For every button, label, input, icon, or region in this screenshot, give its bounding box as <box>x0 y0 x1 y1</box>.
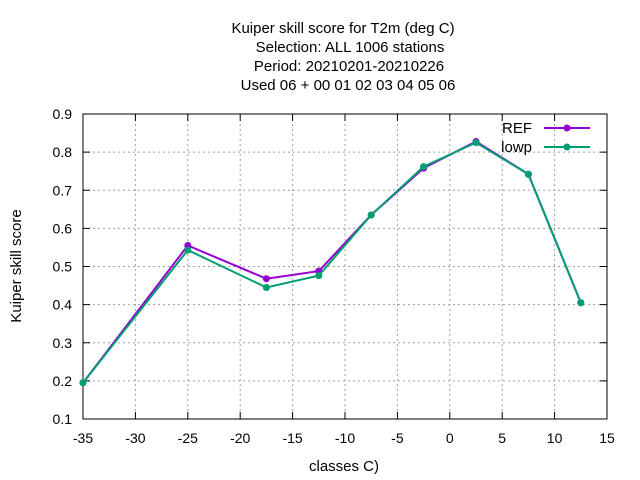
x-tick-labels: -35 -30 -25 -20 -15 -10 -5 0 5 10 15 <box>73 430 615 446</box>
y-tick-label: 0.5 <box>53 259 73 275</box>
title-line-4: Used 06 + 00 01 02 03 04 05 06 <box>241 77 456 94</box>
data-point-lowp <box>367 211 375 219</box>
series-group <box>79 137 585 387</box>
x-tick-label: -15 <box>282 430 302 446</box>
x-tick-label: 5 <box>498 430 506 446</box>
plot-frame <box>82 113 608 420</box>
x-tick-label: 15 <box>599 430 615 446</box>
data-point-lowp <box>79 379 87 387</box>
y-tick-label: 0.1 <box>53 411 73 427</box>
data-point-ref <box>262 275 270 283</box>
title-line-1: Kuiper skill score for T2m (deg C) <box>231 20 454 37</box>
x-tick-label: -35 <box>73 430 93 446</box>
x-tick-label: -25 <box>178 430 198 446</box>
y-tick-label: 0.8 <box>53 144 73 160</box>
legend-label-lowp: lowp <box>501 139 532 156</box>
chart-title: Kuiper skill score for T2m (deg C) Selec… <box>231 20 455 94</box>
grid <box>83 114 607 419</box>
x-tick-label: 10 <box>547 430 563 446</box>
data-point-lowp <box>315 272 323 280</box>
series-line-ref <box>82 140 582 384</box>
data-point-lowp <box>420 163 428 171</box>
legend: REF lowp <box>501 120 590 156</box>
x-tick-label: -10 <box>335 430 355 446</box>
y-tick-label: 0.7 <box>53 182 73 198</box>
y-tick-label: 0.2 <box>53 373 73 389</box>
data-point-lowp <box>577 299 585 307</box>
y-tick-label: 0.3 <box>53 335 73 351</box>
data-point-lowp <box>184 246 192 254</box>
legend-marker-lowp <box>563 143 571 151</box>
title-line-3: Period: 20210201-20210226 <box>254 58 444 75</box>
legend-label-ref: REF <box>502 120 532 137</box>
x-axis-label: classes C) <box>309 458 379 475</box>
x-tick-label: -30 <box>125 430 145 446</box>
title-line-2: Selection: ALL 1006 stations <box>256 39 445 56</box>
y-tick-label: 0.4 <box>53 297 73 313</box>
data-point-lowp <box>524 170 532 178</box>
legend-marker-ref <box>563 124 571 132</box>
x-tick-label: -20 <box>230 430 250 446</box>
y-tick-label: 0.6 <box>53 220 73 236</box>
y-tick-label: 0.9 <box>53 106 73 122</box>
y-tick-labels: 0.1 0.2 0.3 0.4 0.5 0.6 0.7 0.8 0.9 <box>53 106 73 427</box>
x-tick-label: -5 <box>391 430 404 446</box>
series-line-lowp <box>82 141 582 384</box>
x-tick-label: 0 <box>446 430 454 446</box>
y-axis-label: Kuiper skill score <box>8 209 25 322</box>
data-point-lowp <box>472 139 480 147</box>
data-point-lowp <box>262 283 270 291</box>
